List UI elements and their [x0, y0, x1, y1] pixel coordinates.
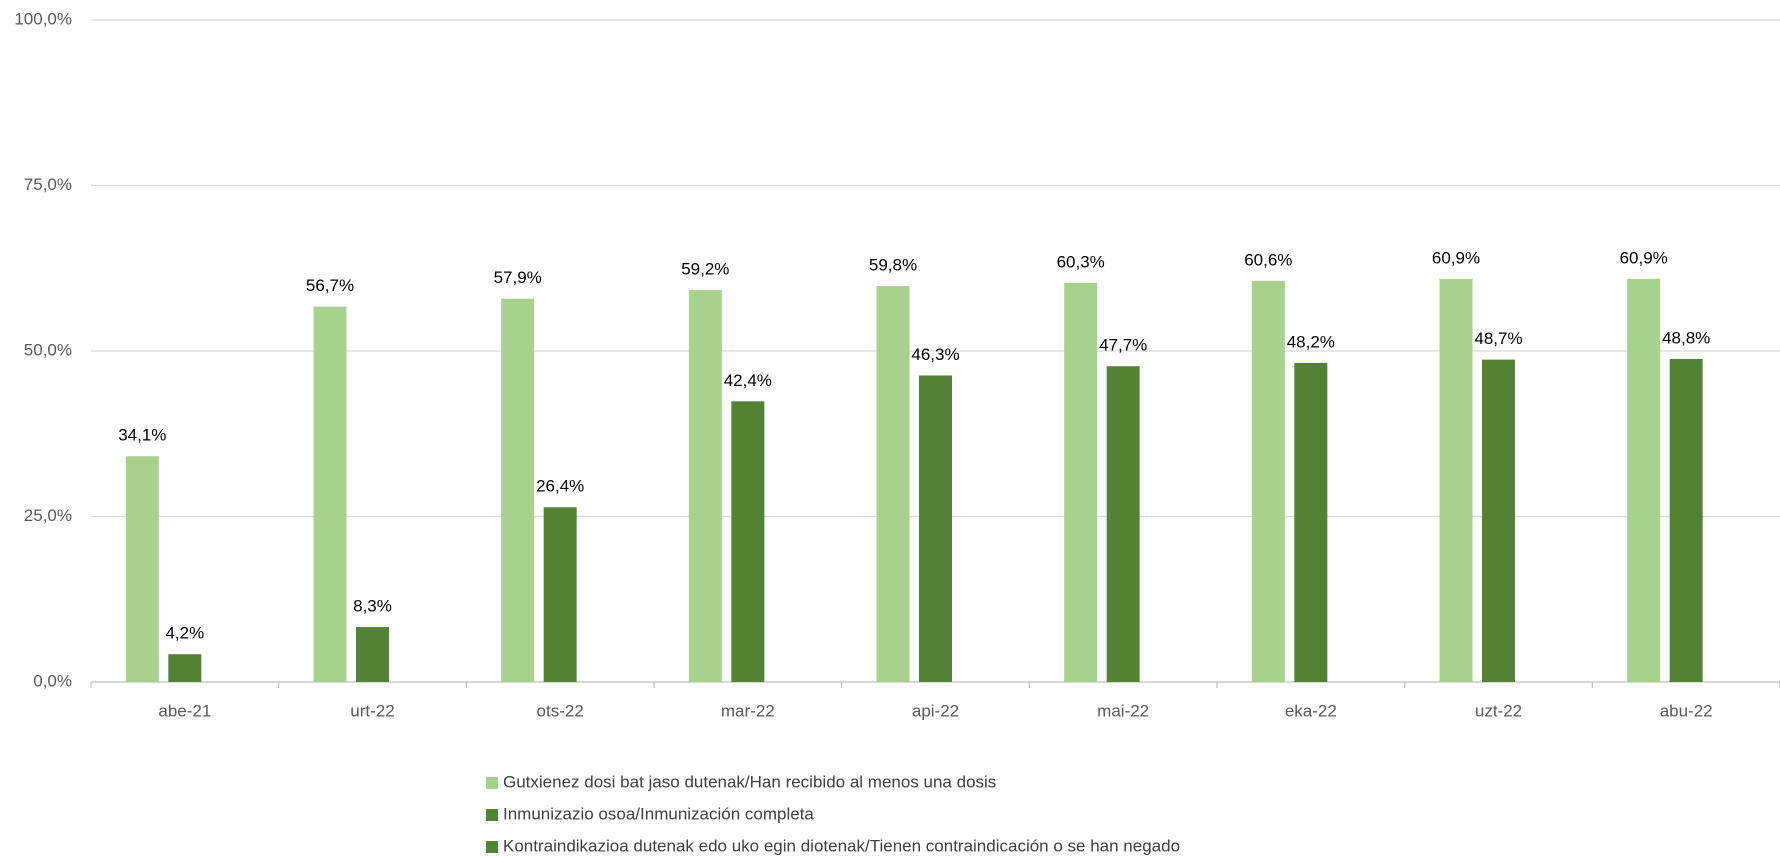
value-label: 42,4% — [724, 371, 772, 390]
x-tick-label: api-22 — [912, 701, 959, 720]
x-tick-label: uzt-22 — [1475, 701, 1522, 720]
bar — [313, 306, 347, 682]
value-label: 56,7% — [306, 276, 354, 295]
bar — [543, 507, 577, 682]
value-label: 60,6% — [1244, 250, 1292, 269]
value-label: 59,8% — [869, 256, 917, 275]
y-tick-label: 0,0% — [33, 671, 72, 690]
bar — [356, 627, 389, 682]
value-label: 59,2% — [681, 260, 729, 279]
bar — [1627, 278, 1661, 682]
x-tick-label: urt-22 — [350, 701, 394, 720]
bar — [168, 654, 202, 682]
bar — [1669, 358, 1703, 682]
bar — [1482, 359, 1515, 682]
x-tick-label: eka-22 — [1285, 701, 1337, 720]
y-tick-label: 25,0% — [24, 506, 72, 525]
y-tick-label: 75,0% — [24, 175, 72, 194]
x-tick-label: abe-21 — [158, 701, 211, 720]
value-label: 60,9% — [1620, 248, 1668, 267]
value-label: 48,8% — [1662, 328, 1710, 347]
x-tick-label: mai-22 — [1097, 701, 1149, 720]
value-label: 60,3% — [1057, 252, 1105, 271]
x-tick-label: ots-22 — [537, 701, 584, 720]
x-tick-label: abu-22 — [1660, 701, 1713, 720]
y-tick-label: 100,0% — [14, 9, 72, 28]
value-label: 48,2% — [1287, 332, 1335, 351]
value-label: 8,3% — [353, 597, 392, 616]
legend-marker — [486, 809, 498, 821]
bar — [688, 290, 722, 682]
bar — [125, 456, 159, 682]
value-label: 47,7% — [1099, 336, 1147, 355]
bar — [1251, 280, 1285, 682]
bar — [919, 375, 952, 682]
x-tick-label: mar-22 — [721, 701, 775, 720]
value-label: 26,4% — [536, 477, 584, 496]
value-label: 34,1% — [118, 426, 166, 445]
legend-marker — [486, 841, 498, 853]
value-label: 48,7% — [1474, 329, 1522, 348]
bar — [1439, 278, 1473, 682]
bar — [1106, 366, 1140, 682]
value-label: 4,2% — [165, 624, 204, 643]
bar — [1294, 362, 1328, 682]
value-label: 57,9% — [494, 268, 542, 287]
legend-label: Gutxienez dosi bat jaso dutenak/Han reci… — [503, 772, 996, 791]
legend-label: Kontraindikazioa dutenak edo uko egin di… — [503, 836, 1180, 855]
bar — [501, 298, 535, 682]
value-label: 60,9% — [1432, 248, 1480, 267]
legend-marker — [486, 777, 498, 789]
y-tick-label: 50,0% — [24, 340, 72, 359]
bar — [876, 286, 910, 682]
legend-label: Inmunizazio osoa/Inmunización completa — [503, 804, 814, 823]
value-label: 46,3% — [911, 345, 959, 364]
bar — [731, 401, 765, 682]
bar — [1064, 282, 1098, 682]
